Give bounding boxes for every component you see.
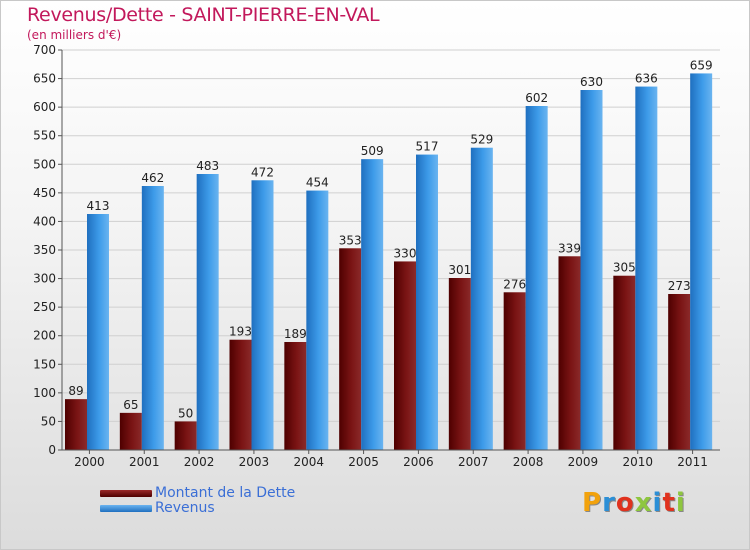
data-label: 353 [339, 233, 362, 247]
bar-dette [448, 278, 471, 450]
chart-subtitle: (en milliers d'€) [27, 28, 122, 42]
bar-dette [503, 292, 526, 450]
x-axis: 2000 2001 2002 2003 2004 2005 2006 2007 2008 2009… [62, 449, 720, 469]
bar-revenus [580, 90, 603, 450]
x-tick-label: 2003 [239, 455, 270, 469]
data-label: 462 [141, 171, 164, 185]
bar-dette [65, 399, 87, 450]
data-label: 509 [361, 144, 384, 158]
y-tick-label: 200 [33, 329, 56, 343]
bar-revenus [251, 180, 274, 451]
data-label: 273 [668, 279, 691, 293]
x-tick-label: 2006 [403, 455, 434, 469]
logo-letter: i [652, 488, 663, 518]
data-label: 636 [635, 72, 658, 86]
y-tick-label: 600 [33, 100, 56, 114]
data-label: 659 [690, 58, 713, 72]
bar-revenus [525, 106, 548, 450]
data-label: 472 [251, 165, 274, 179]
logo-letter: t [662, 488, 676, 518]
bar-revenus [196, 174, 219, 450]
data-label: 65 [123, 398, 138, 412]
grid-lines [62, 49, 720, 451]
bar-dette [229, 339, 252, 450]
y-axis: 0 50 100 150 200 250 300 350 400 450 500 550 600 650 7… [33, 43, 63, 457]
bar-dette [668, 294, 691, 450]
y-tick-label: 150 [33, 357, 56, 371]
x-tick-label: 2005 [348, 455, 379, 469]
logo-letter: o [615, 488, 635, 518]
data-label: 483 [196, 159, 219, 173]
data-label: 50 [178, 406, 193, 420]
data-label: 339 [558, 241, 581, 255]
bar-dette [119, 412, 142, 450]
logo-letter: x [634, 488, 653, 518]
bar-revenus [416, 154, 438, 451]
y-tick-label: 400 [33, 214, 56, 228]
logo-letter: P [582, 488, 603, 518]
bar-dette [284, 342, 307, 450]
data-label: 602 [525, 91, 548, 105]
legend-label-revenus: Revenus [155, 500, 215, 516]
bar-revenus [470, 147, 493, 450]
y-tick-label: 350 [33, 243, 56, 257]
x-tick-label: 2007 [458, 455, 489, 469]
legend-swatch-revenus [100, 505, 152, 512]
bar-revenus [690, 73, 713, 450]
bars: 89 413 65 462 50 483 193 472 189 454 353 509 330 517 3… [65, 58, 713, 451]
bar-dette [558, 256, 581, 450]
data-label: 193 [229, 325, 252, 339]
x-tick-label: 2001 [129, 455, 160, 469]
data-label: 529 [470, 133, 493, 147]
x-tick-label: 2008 [513, 455, 544, 469]
x-tick-label: 2009 [568, 455, 599, 469]
data-label: 517 [416, 140, 439, 154]
bar-dette [339, 248, 362, 450]
chart-title: Revenus/Dette - SAINT-PIERRE-EN-VAL [27, 4, 380, 26]
y-tick-label: 500 [33, 157, 56, 171]
data-label: 305 [613, 261, 636, 275]
x-tick-label: 2011 [677, 455, 708, 469]
bar-revenus [361, 159, 384, 450]
data-label: 301 [448, 263, 471, 277]
x-tick-label: 2002 [184, 455, 215, 469]
bar-dette [394, 261, 416, 450]
data-label: 630 [580, 75, 603, 89]
data-label: 189 [284, 327, 307, 341]
bar-revenus [635, 86, 658, 451]
y-tick-label: 550 [33, 129, 56, 143]
logo-letter: i [675, 488, 686, 518]
x-tick-label: 2010 [622, 455, 653, 469]
bar-dette [613, 275, 636, 450]
data-label: 413 [87, 199, 110, 213]
y-tick-label: 300 [33, 272, 56, 286]
proxiti-logo: Proxiti [582, 488, 686, 518]
y-tick-label: 100 [33, 386, 56, 400]
y-tick-label: 700 [33, 43, 56, 57]
bar-revenus [87, 214, 109, 450]
x-tick-label: 2004 [293, 455, 324, 469]
logo-letter: r [602, 488, 616, 518]
y-tick-label: 50 [41, 414, 56, 428]
data-label: 276 [503, 277, 526, 291]
y-tick-label: 0 [48, 443, 56, 457]
bar-dette [174, 421, 197, 450]
data-label: 330 [394, 246, 417, 260]
data-label: 454 [306, 176, 329, 190]
legend-swatch-dette [100, 490, 152, 497]
x-tick-label: 2000 [74, 455, 105, 469]
bar-revenus [141, 186, 164, 450]
y-tick-label: 450 [33, 186, 56, 200]
bar-revenus [306, 190, 329, 451]
legend-label-dette: Montant de la Dette [155, 485, 296, 501]
y-tick-label: 650 [33, 72, 56, 86]
y-tick-label: 250 [33, 300, 56, 314]
data-label: 89 [68, 384, 83, 398]
